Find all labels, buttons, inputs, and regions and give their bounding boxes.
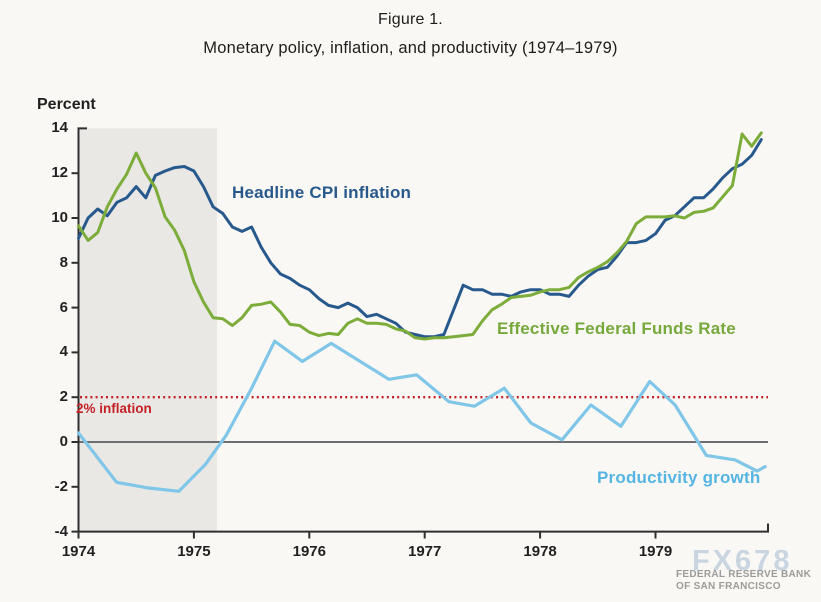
- y-axis-unit-label: Percent: [37, 96, 96, 114]
- cpi-series-label: Headline CPI inflation: [232, 183, 411, 203]
- x-tick-label: 1979: [628, 543, 684, 561]
- watermark-brand-logo: FX678: [692, 545, 792, 578]
- x-tick-label: 1974: [51, 543, 107, 561]
- figure-title: Monetary policy, inflation, and producti…: [0, 39, 821, 58]
- y-tick-label: 4: [22, 343, 68, 361]
- ffr-series-label: Effective Federal Funds Rate: [497, 319, 736, 339]
- y-tick-label: 12: [22, 164, 68, 182]
- y-tick-label: 0: [22, 433, 68, 451]
- inflation-target-label: 2% inflation: [76, 401, 152, 416]
- x-tick-label: 1977: [397, 543, 453, 561]
- y-tick-label: 10: [22, 209, 68, 227]
- x-tick-label: 1976: [281, 543, 337, 561]
- chart-canvas: [0, 0, 821, 602]
- watermark-org-line2: OF SAN FRANCISCO: [676, 581, 811, 593]
- figure-label: Figure 1.: [0, 11, 821, 29]
- y-tick-label: 6: [22, 299, 68, 317]
- y-tick-label: -4: [22, 523, 68, 541]
- y-tick-label: 8: [22, 254, 68, 272]
- x-tick-label: 1975: [166, 543, 222, 561]
- y-tick-label: 2: [22, 388, 68, 406]
- x-tick-label: 1978: [512, 543, 568, 561]
- productivity-series-label: Productivity growth: [597, 468, 760, 488]
- y-tick-label: 14: [22, 119, 68, 137]
- figure-page: { "figure": { "label": "Figure 1.", "tit…: [0, 0, 821, 602]
- y-tick-label: -2: [22, 478, 68, 496]
